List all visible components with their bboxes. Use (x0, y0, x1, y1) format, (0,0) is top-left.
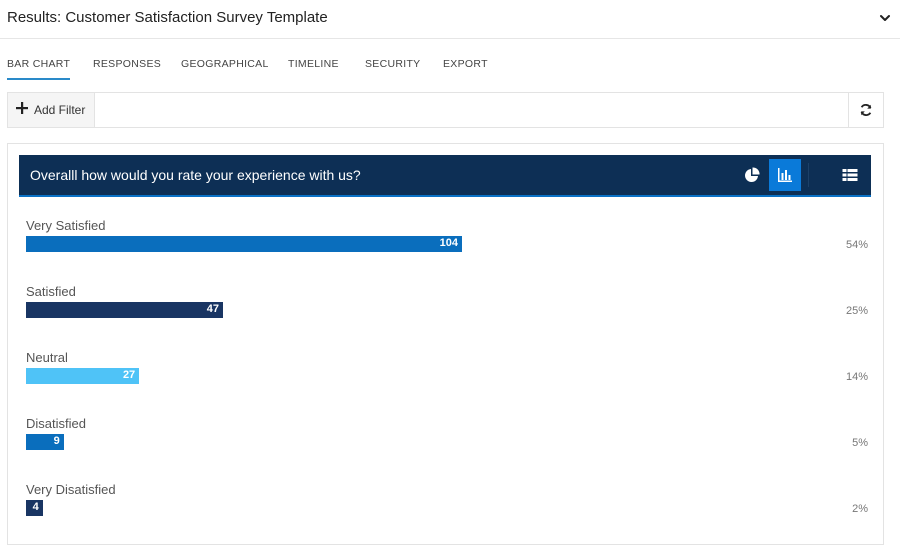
view-separator (808, 163, 809, 187)
filter-bar: Add Filter (7, 92, 884, 128)
table-icon (842, 169, 858, 181)
question-card: Overalll how would you rate your experie… (7, 143, 884, 545)
row-label: Neutral (26, 350, 68, 365)
tab-bar-chart[interactable]: BAR CHART (7, 58, 71, 80)
add-filter-label: Add Filter (34, 103, 86, 117)
bar[interactable]: 9 (26, 434, 64, 450)
question-header: Overalll how would you rate your experie… (19, 155, 871, 197)
question-title: Overalll how would you rate your experie… (30, 167, 361, 183)
refresh-button[interactable] (848, 93, 883, 127)
tab-export[interactable]: EXPORT (443, 58, 488, 70)
tab-bar: BAR CHART RESPONSES GEOGRAPHICAL TIMELIN… (0, 39, 900, 83)
tab-geographical[interactable]: GEOGRAPHICAL (181, 58, 269, 70)
bar-value-label: 9 (53, 435, 60, 447)
percent-label: 2% (852, 503, 868, 515)
page-title: Results: Customer Satisfaction Survey Te… (7, 9, 328, 26)
panel-header: Results: Customer Satisfaction Survey Te… (0, 0, 900, 39)
plus-icon (16, 102, 28, 114)
row-label: Satisfied (26, 284, 76, 299)
bar-value-label: 104 (439, 237, 458, 249)
tab-responses[interactable]: RESPONSES (93, 58, 162, 70)
refresh-icon (860, 104, 872, 116)
percent-label: 5% (852, 437, 868, 449)
bar-chart-icon (778, 168, 792, 182)
bar-value-label: 27 (122, 369, 136, 381)
bar-value-label: 47 (206, 303, 220, 315)
bar-chart-view-button[interactable] (769, 159, 801, 191)
tab-timeline[interactable]: TIMELINE (288, 58, 339, 70)
add-filter-button[interactable]: Add Filter (8, 93, 95, 127)
chevron-down-icon[interactable] (878, 11, 892, 25)
percent-label: 14% (845, 371, 868, 383)
bar[interactable]: 104 (26, 236, 462, 252)
percent-label: 54% (845, 239, 868, 251)
table-view-button[interactable] (834, 159, 866, 191)
tab-security[interactable]: SECURITY (365, 58, 421, 70)
bar[interactable]: 27 (26, 368, 140, 384)
row-label: Very Satisfied (26, 218, 106, 233)
row-label: Disatisfied (26, 416, 86, 431)
row-label: Very Disatisfied (26, 482, 116, 497)
bar[interactable]: 4 (26, 500, 43, 516)
pie-chart-icon (745, 167, 760, 182)
bar-value-label: 4 (32, 501, 39, 513)
bar[interactable]: 47 (26, 302, 224, 318)
pie-chart-view-button[interactable] (736, 159, 768, 191)
percent-label: 25% (845, 305, 868, 317)
